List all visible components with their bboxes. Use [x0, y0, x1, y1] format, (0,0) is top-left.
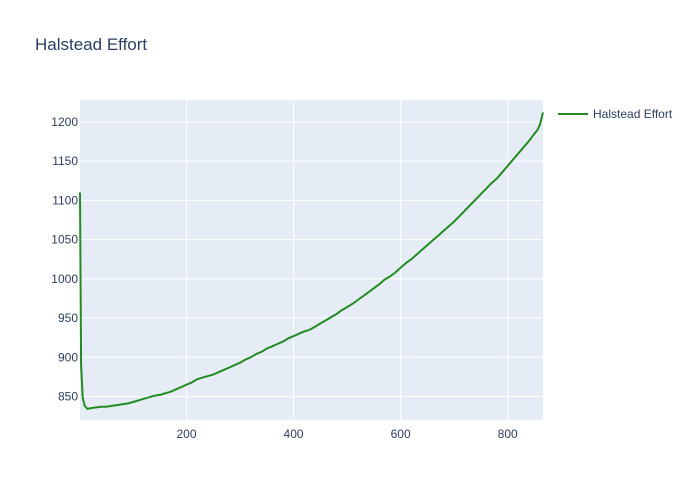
y-axis: 850 900 950 1000 1050 1100 1150 1200: [51, 115, 78, 404]
y-tick-label: 1200: [51, 115, 78, 129]
plot-area: [80, 100, 543, 420]
y-tick-label: 1050: [51, 233, 78, 247]
legend[interactable]: Halstead Effort: [558, 107, 673, 121]
x-gridlines: [186, 100, 509, 420]
y-tick-label: 850: [58, 389, 78, 403]
y-tick-label: 1100: [52, 193, 78, 207]
x-tick-label: 800: [498, 427, 518, 441]
legend-label: Halstead Effort: [593, 107, 673, 121]
y-tick-label: 1150: [52, 154, 78, 168]
x-tick-label: 400: [284, 427, 304, 441]
y-tick-label: 900: [58, 350, 78, 364]
x-tick-label: 200: [177, 427, 197, 441]
y-tick-label: 950: [58, 311, 78, 325]
x-tick-label: 600: [391, 427, 411, 441]
chart-title: Halstead Effort: [35, 35, 147, 54]
series-layer: [79, 112, 544, 410]
x-axis: 200 400 600 800: [177, 427, 519, 441]
y-tick-label: 1000: [51, 272, 78, 286]
y-gridlines: [80, 121, 543, 397]
series-line-halstead-effort: [79, 112, 544, 410]
